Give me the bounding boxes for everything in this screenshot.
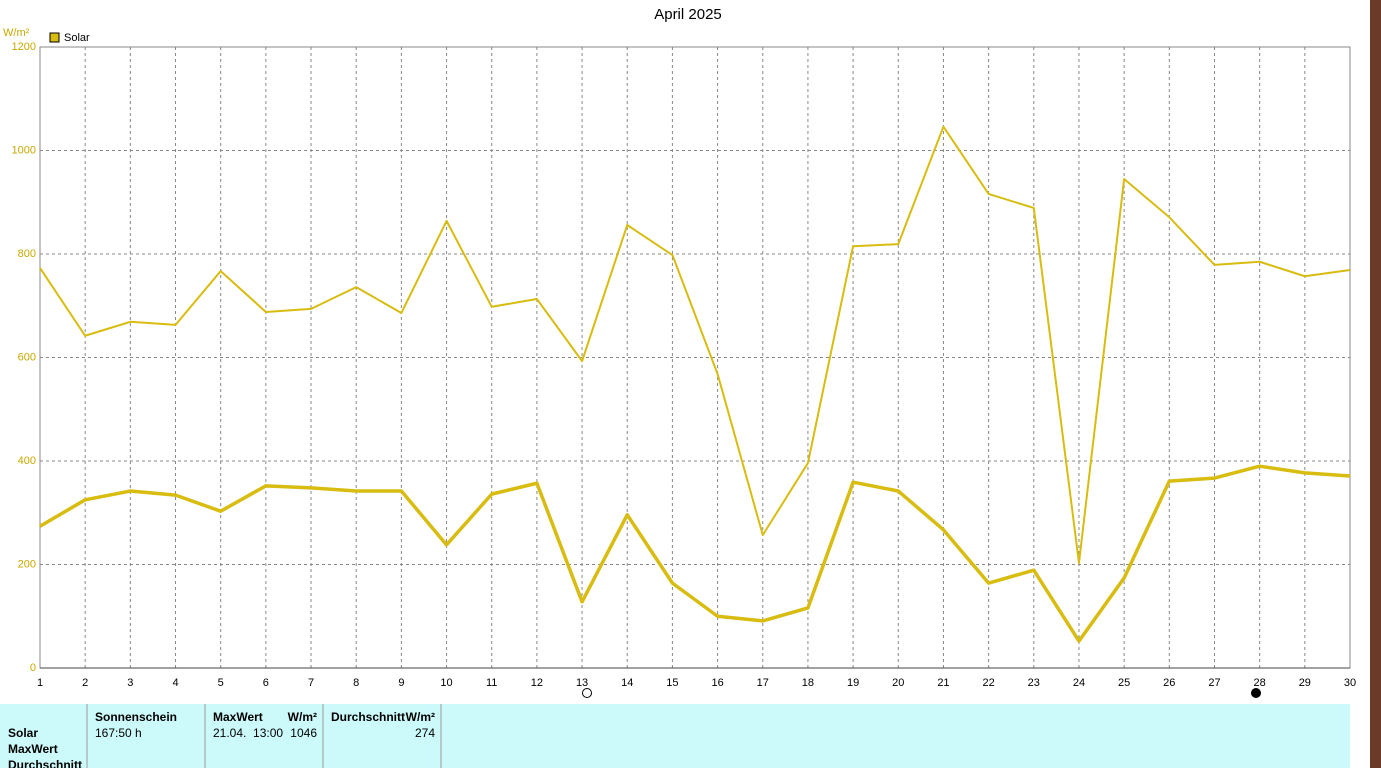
x-tick-label: 28 — [1254, 677, 1266, 689]
legend-swatch — [49, 32, 60, 43]
x-tick-label: 21 — [937, 677, 949, 689]
x-tick-label: 1 — [37, 677, 43, 689]
x-tick-label: 16 — [711, 677, 723, 689]
x-tick-label: 20 — [892, 677, 904, 689]
moon-full — [582, 688, 592, 698]
cell: 21.04. 13:00 — [213, 726, 283, 740]
lines — [39, 125, 1351, 643]
x-tick-label: 26 — [1163, 677, 1175, 689]
x-tick-label: 10 — [440, 677, 452, 689]
x-tick-label: 8 — [353, 677, 359, 689]
x-tick-label: 13 — [576, 677, 588, 689]
x-tick-label: 30 — [1344, 677, 1356, 689]
cell: 167:50 h — [95, 726, 142, 740]
margin — [1350, 0, 1370, 768]
x-tick-label: 9 — [398, 677, 404, 689]
x-tick-label: 5 — [218, 677, 224, 689]
x-tick-label: 14 — [621, 677, 633, 689]
y-tick-label: 400 — [18, 455, 36, 467]
series-line — [39, 464, 1351, 643]
column-header: Sonnenschein — [95, 710, 177, 724]
y-tick-label: 800 — [18, 248, 36, 260]
column-header: Durchschnitt — [331, 710, 405, 724]
y-tick-label: 200 — [18, 558, 36, 570]
chart-title: April 2025 — [654, 6, 722, 23]
x-tick-label: 23 — [1028, 677, 1040, 689]
row-label: Solar — [8, 726, 38, 740]
column-header: MaxWert — [213, 710, 263, 724]
x-tick-label: 22 — [982, 677, 994, 689]
y-tick-label: 0 — [30, 662, 36, 674]
x-tick-label: 25 — [1118, 677, 1130, 689]
x-tick-label: 6 — [263, 677, 269, 689]
x-tick-label: 24 — [1073, 677, 1085, 689]
x-tick-label: 2 — [82, 677, 88, 689]
table-dividers — [86, 704, 442, 768]
background-strip — [1370, 0, 1381, 768]
row-label: MaxWert — [8, 742, 58, 756]
x-tick-label: 27 — [1208, 677, 1220, 689]
y-axis-label: W/m² — [3, 27, 30, 39]
moon-new — [1251, 688, 1261, 698]
cell: 1046 — [290, 726, 317, 740]
x-tick-label: 12 — [531, 677, 543, 689]
series-line — [39, 125, 1351, 564]
legend-label: Solar — [64, 32, 90, 44]
cell: 274 — [415, 726, 435, 740]
y-tick-label: 1200 — [12, 41, 36, 53]
x-tick-label: 29 — [1299, 677, 1311, 689]
x-tick-label: 15 — [666, 677, 678, 689]
y-tick-label: 1000 — [12, 144, 36, 156]
x-tick-label: 4 — [172, 677, 178, 689]
column-unit: W/m² — [406, 710, 435, 724]
x-tick-label: 19 — [847, 677, 859, 689]
x-tick-label: 11 — [486, 677, 497, 689]
row-label: Durchschnitt — [8, 758, 82, 768]
column-unit: W/m² — [288, 710, 317, 724]
x-tick-label: 3 — [127, 677, 133, 689]
x-tick-label: 7 — [308, 677, 314, 689]
y-tick-label: 600 — [18, 351, 36, 363]
table-background — [0, 704, 1350, 768]
x-tick-label: 18 — [802, 677, 814, 689]
x-tick-label: 17 — [757, 677, 769, 689]
